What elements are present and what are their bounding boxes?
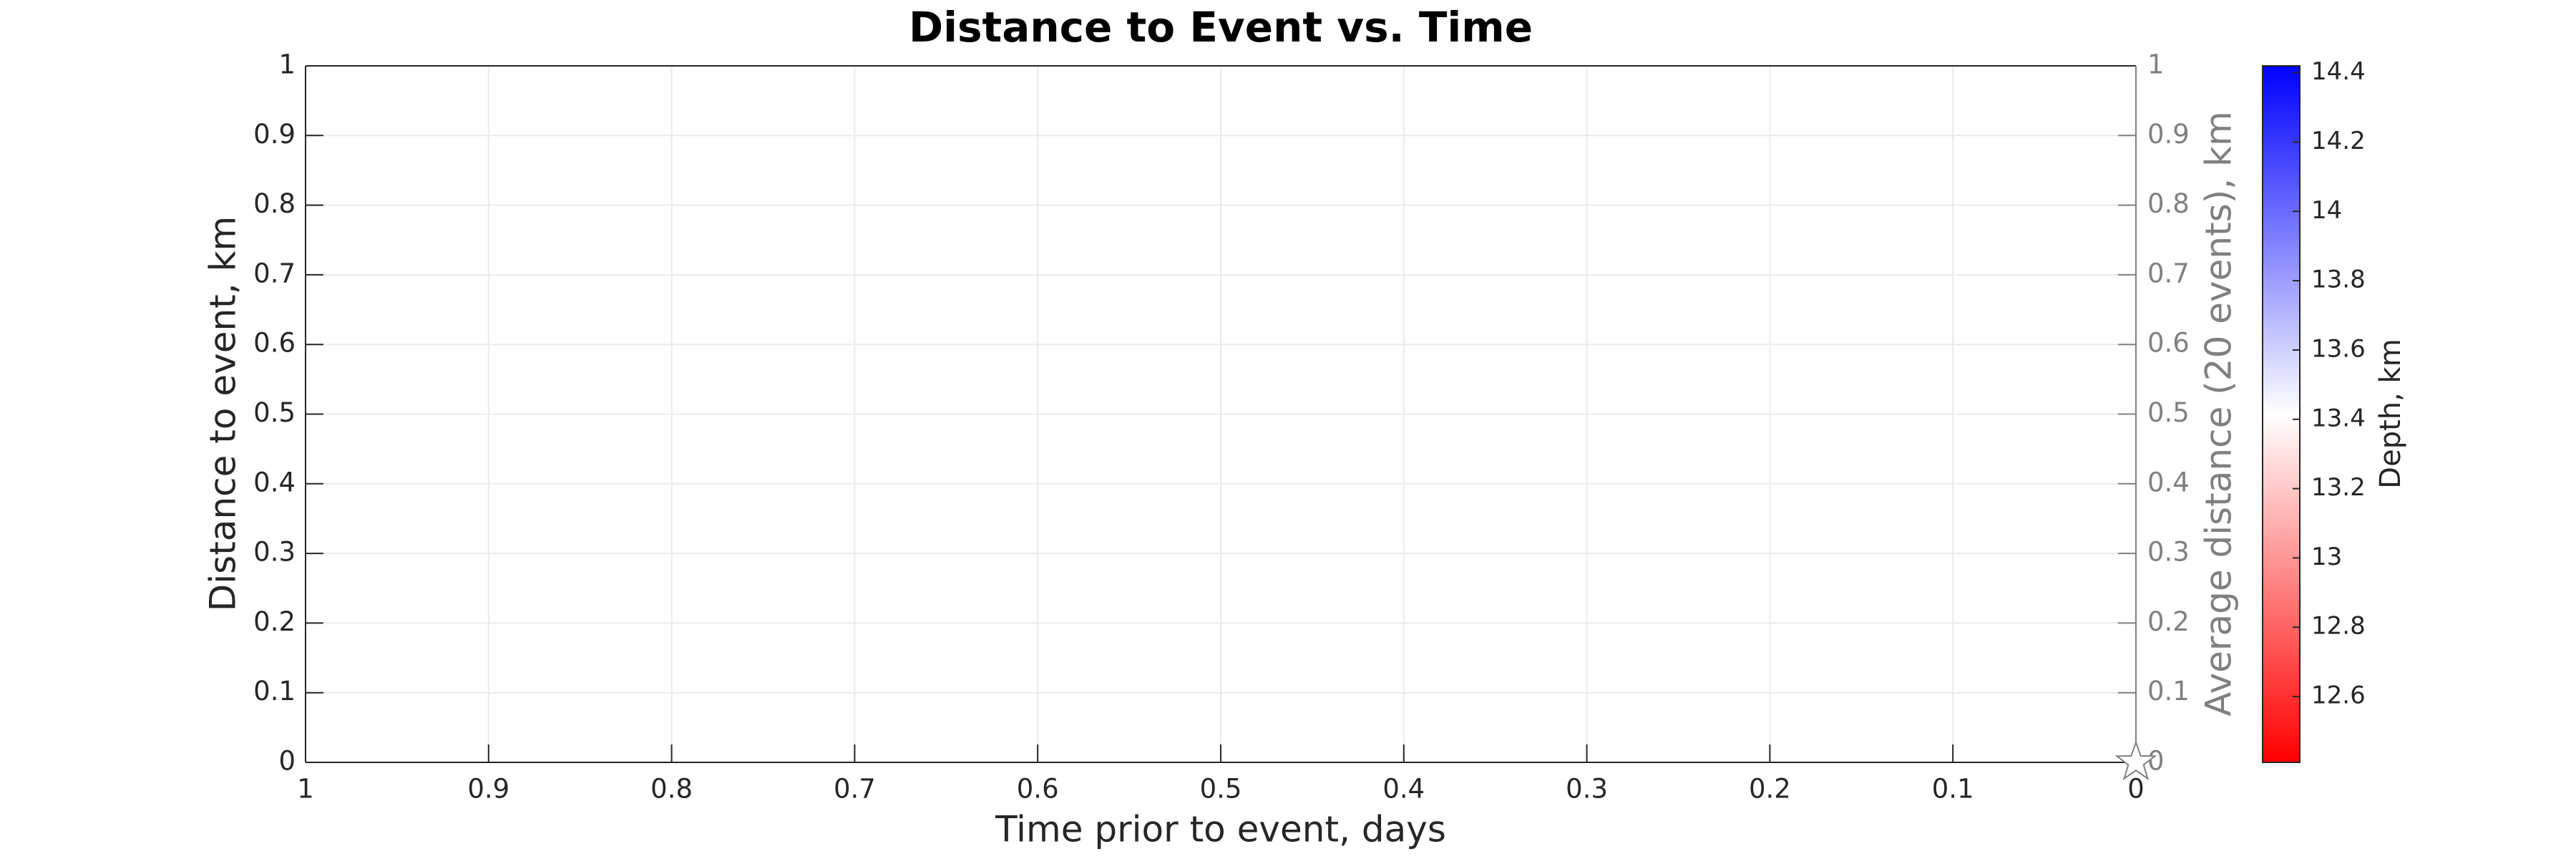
y2-tick-label: 0	[2147, 746, 2165, 777]
y-tick-label: 0.1	[253, 676, 296, 707]
y-tick-label: 0.3	[253, 537, 296, 568]
colorbar-tick-label: 12.8	[2311, 612, 2366, 641]
colorbar-tick-label: 14.2	[2311, 127, 2366, 155]
x-tick-label: 0.3	[1566, 774, 1608, 805]
y-tick-label: 0.5	[253, 397, 296, 428]
y-tick-label: 0.6	[253, 328, 296, 359]
y-tick-label: 0.8	[253, 188, 296, 219]
x-tick-label: 0.4	[1382, 774, 1425, 805]
colorbar-tick-label: 13.2	[2311, 473, 2366, 502]
x-tick-label: 0.2	[1749, 774, 1791, 805]
colorbar-tick-label: 14.4	[2311, 57, 2366, 86]
x-tick-label: 0.7	[834, 774, 876, 805]
y-tick-label: 0.9	[253, 119, 296, 150]
y2-tick-label: 0.6	[2147, 328, 2190, 359]
y2-tick-label: 0.2	[2147, 606, 2190, 637]
colorbar-tick-label: 13.6	[2311, 334, 2366, 363]
colorbar-tick-label: 13	[2311, 543, 2342, 571]
colorbar-tick-label: 13.4	[2311, 404, 2366, 432]
y2-tick-label: 0.1	[2147, 676, 2190, 707]
y2-tick-label: 0.4	[2147, 467, 2190, 498]
colorbar-label: Depth, km	[2374, 339, 2407, 488]
chart-title: Distance to Event vs. Time	[909, 3, 1533, 52]
y2-axis-label: Average distance (20 events), km	[2198, 111, 2240, 716]
colorbar-tick-label: 12.6	[2311, 681, 2366, 710]
y-tick-label: 1	[278, 49, 296, 80]
y-tick-label: 0.4	[253, 467, 296, 498]
y-axis-label: Distance to event, km	[203, 216, 244, 611]
x-tick-label: 0.5	[1200, 774, 1242, 805]
colorbar-tick-label: 13.8	[2311, 266, 2366, 294]
x-tick-label: 0.6	[1017, 774, 1059, 805]
x-tick-label: 0.9	[467, 774, 509, 805]
colorbar	[2262, 65, 2301, 763]
y2-tick-label: 1	[2147, 49, 2165, 80]
x-tick-label: 0	[2127, 774, 2145, 805]
y2-tick-label: 0.9	[2147, 119, 2190, 150]
y-tick-label: 0.7	[253, 258, 296, 288]
y-tick-label: 0.2	[253, 606, 296, 637]
y2-tick-label: 0.5	[2147, 397, 2190, 428]
x-tick-label: 0.8	[650, 774, 693, 805]
y-tick-label: 0	[278, 746, 296, 777]
x-tick-label: 1	[297, 774, 314, 805]
x-axis-label: Time prior to event, days	[995, 809, 1446, 850]
star-marker	[2114, 739, 2157, 781]
y2-tick-label: 0.8	[2147, 188, 2190, 219]
y2-tick-label: 0.7	[2147, 258, 2190, 288]
colorbar-tick-label: 14	[2311, 196, 2342, 225]
y2-tick-label: 0.3	[2147, 537, 2190, 568]
x-tick-label: 0.1	[1932, 774, 1974, 805]
